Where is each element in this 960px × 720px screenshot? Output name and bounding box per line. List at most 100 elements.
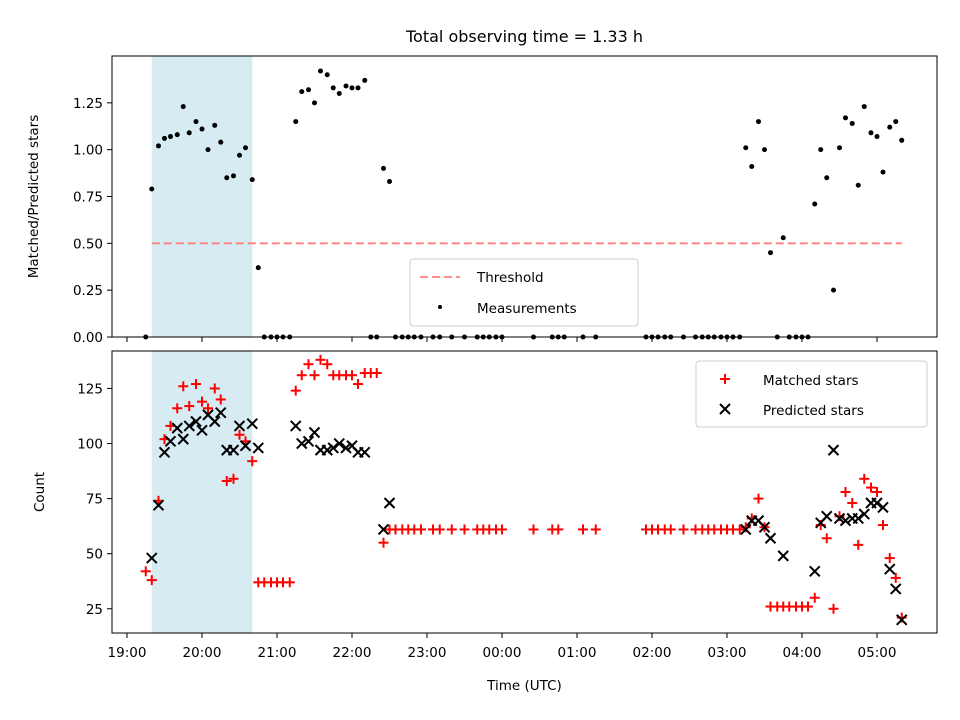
predicted-point — [890, 583, 902, 595]
predicted-point — [833, 512, 846, 525]
x-stroke — [196, 424, 208, 437]
measurement-point — [849, 120, 855, 126]
count-y-tick-label: 25 — [86, 602, 103, 618]
measurement-point — [156, 143, 161, 149]
measurement-point — [149, 186, 155, 192]
measurement-point — [749, 164, 755, 170]
matched-point — [553, 524, 564, 535]
predicted-point — [227, 444, 240, 456]
predicted-point — [871, 497, 883, 509]
matched-point — [497, 524, 507, 535]
measurement-point — [330, 85, 336, 91]
matched-point — [878, 520, 888, 531]
x-tick-label: 03:00 — [708, 645, 747, 661]
matched-point — [347, 370, 357, 381]
matched-point — [303, 359, 314, 370]
predicted-point — [764, 532, 777, 544]
predicted-point — [302, 435, 315, 448]
matched-point — [840, 487, 851, 497]
x-stroke — [302, 435, 315, 448]
legend-predicted-swatch — [719, 403, 731, 415]
measurement-point — [193, 119, 199, 125]
measurement-point — [205, 147, 211, 153]
x-stroke — [152, 499, 165, 511]
x-stroke — [858, 508, 870, 520]
measurement-point — [237, 152, 242, 158]
measurement-point — [224, 175, 230, 181]
measurement-point — [324, 72, 330, 78]
matched-point — [221, 475, 232, 486]
matched-point — [884, 553, 895, 564]
x-stroke — [809, 565, 821, 578]
x-stroke — [346, 440, 358, 452]
matched-point — [866, 482, 876, 493]
measurement-point — [855, 182, 861, 188]
measurement-point — [343, 83, 349, 89]
predicted-point — [308, 426, 321, 439]
predicted-point — [809, 565, 821, 578]
predicted-point — [359, 446, 371, 459]
matched-point — [234, 429, 245, 440]
matched-point — [847, 498, 858, 509]
matched-point — [140, 566, 151, 577]
measurement-point — [349, 85, 355, 91]
matched-point — [446, 524, 457, 535]
count-y-tick-label: 100 — [77, 437, 103, 453]
matched-point — [309, 370, 320, 381]
count-legend-box — [695, 360, 928, 428]
predicted-point — [858, 508, 870, 520]
x-stroke — [239, 440, 252, 452]
predicted-point — [327, 442, 339, 454]
x-stroke — [308, 426, 321, 439]
legend-measurements-swatch — [438, 305, 442, 309]
measurement-point — [199, 126, 205, 132]
predicted-point — [296, 437, 308, 450]
measurement-point — [312, 100, 317, 106]
matched-point — [209, 383, 220, 394]
ratio-y-tick-label: 0.00 — [73, 330, 103, 346]
chart-title: Total observing time = 1.33 h — [405, 27, 643, 46]
x-stroke — [764, 532, 777, 544]
x-tick-label: 02:00 — [633, 645, 672, 661]
predicted-point — [209, 415, 221, 428]
x-stroke — [896, 614, 908, 626]
measurement-point — [762, 147, 767, 153]
predicted-point — [877, 501, 889, 514]
matched-point — [197, 396, 207, 407]
predicted-point — [383, 497, 396, 509]
x-tick-label: 05:00 — [858, 645, 897, 661]
x-stroke — [215, 406, 227, 419]
x-stroke — [146, 552, 158, 564]
x-stroke — [171, 422, 183, 434]
matched-point — [434, 524, 445, 535]
measurement-point — [306, 87, 311, 93]
matched-point — [416, 524, 426, 535]
predicted-point — [340, 442, 352, 454]
x-stroke — [884, 563, 896, 575]
matched-point — [172, 403, 183, 414]
ratio-legend: Threshold Measurements — [409, 258, 639, 327]
count-legend: Matched stars Predicted stars — [695, 360, 928, 428]
predicted-point — [777, 550, 789, 562]
measurement-point — [174, 132, 180, 138]
matched-point — [528, 524, 539, 535]
predicted-point — [177, 433, 189, 445]
predicted-point — [190, 415, 202, 428]
count-y-tick-label: 75 — [86, 492, 103, 508]
x-stroke — [827, 444, 840, 456]
measurement-point — [180, 104, 186, 110]
matched-point — [146, 575, 157, 586]
matched-point — [228, 473, 239, 484]
measurement-point — [768, 250, 773, 256]
measurement-point — [299, 89, 305, 95]
predicted-point — [290, 420, 302, 432]
predicted-point — [246, 417, 258, 430]
predicted-point — [215, 406, 227, 419]
matched-point — [734, 524, 745, 535]
x-stroke — [839, 514, 852, 527]
measurement-point — [318, 68, 323, 74]
x-stroke — [871, 497, 883, 509]
legend-matched-swatch — [720, 374, 730, 384]
matched-point — [184, 401, 195, 412]
